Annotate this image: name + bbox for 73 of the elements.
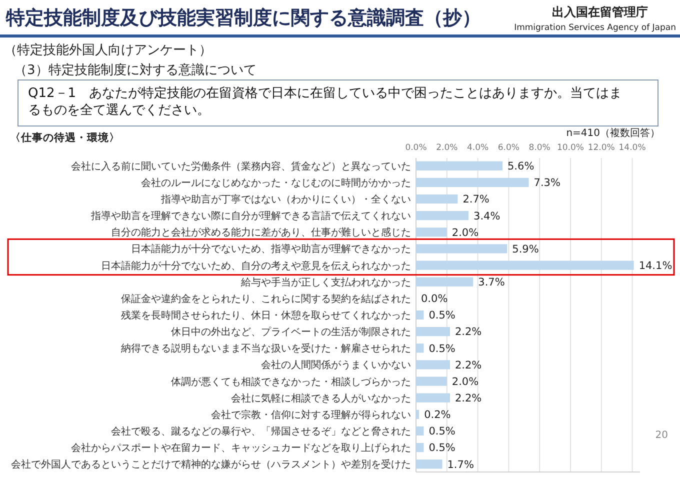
- bar: [416, 260, 634, 270]
- text: （3）特定技能制度に対する意識について: [14, 62, 256, 78]
- y-tick-label: 納得できる説明もないまま不当な扱いを受けた・解雇させられた: [121, 342, 411, 355]
- text: 出入国在留管理庁: [552, 5, 648, 19]
- y-tick-label: 指導や助言を理解できない際に自分が理解できる言語で伝えてくれない: [90, 210, 411, 222]
- text: Q12－1 あなたが特定技能の在留資格で日本に在留している中で困ったことはありますか。当てはまるものを全て選んでください。: [28, 86, 622, 118]
- data-label: 2.2%: [454, 359, 482, 372]
- text: 特定技能制度及び技能実習制度に関する意識調査（抄）: [5, 7, 481, 29]
- x-tick-label: 4.0%: [466, 143, 489, 153]
- text: n=410（複数回答）: [566, 127, 660, 139]
- x-tick-label: 0.0%: [405, 143, 427, 153]
- data-label: 2.2%: [454, 326, 482, 338]
- x-tick-label: 14.0%: [618, 143, 646, 153]
- x-tick-label: 2.0%: [436, 143, 458, 153]
- bar: [416, 443, 424, 452]
- bar: [416, 161, 503, 170]
- y-tick-label: 会社に気軽に相談できる人がいなかった: [231, 392, 411, 404]
- text: （特定技能外国人向けアンケート）: [4, 43, 212, 58]
- y-tick-label: 保証金や違約金をとられたり、これらに関する契約を結ばされた: [121, 292, 411, 305]
- data-label: 3.7%: [478, 276, 505, 289]
- data-label: 3.4%: [474, 210, 500, 222]
- data-label: 1.7%: [447, 458, 474, 471]
- bar: [416, 376, 447, 386]
- text: 〈仕事の待遇・環境〉: [10, 131, 120, 144]
- y-tick-label: 会社で殴る、蹴るなどの暴行や、「帰国させるぞ」などと脅された: [111, 425, 411, 438]
- bar: [416, 344, 424, 353]
- data-label: 2.2%: [454, 392, 482, 405]
- x-tick-label: 12.0%: [588, 143, 615, 153]
- y-tick-label: 会社からパスポートや在留カード、キャッシュカードなどを取り上げられた: [71, 442, 411, 454]
- y-tick-label: 日本語能力が十分でないため、指導や助言が理解できなかった: [131, 243, 411, 256]
- bar: [416, 194, 458, 204]
- x-tick-label: 10.0%: [556, 143, 584, 153]
- bar: [416, 393, 450, 402]
- data-label: 2.0%: [452, 226, 479, 239]
- data-label: 5.6%: [508, 160, 534, 173]
- bar: [416, 426, 424, 436]
- y-tick-label: 体調が悪くても相談できなかった・相談しづらかった: [171, 376, 411, 388]
- text: Immigration Services Agency of Japan: [514, 23, 676, 33]
- bar: [416, 360, 450, 370]
- data-label: 0.2%: [424, 409, 451, 422]
- bar: [416, 410, 420, 419]
- bar: [416, 310, 424, 320]
- bar: [416, 228, 447, 237]
- data-label: 0.5%: [428, 442, 456, 454]
- bar: [416, 211, 469, 220]
- x-tick-label: 6.0%: [498, 143, 520, 153]
- y-tick-label: 日本語能力が十分でないため、自分の考えや意見を伝えられなかった: [101, 260, 411, 272]
- data-label: 2.0%: [452, 376, 479, 388]
- bar: [416, 277, 474, 286]
- y-tick-label: 会社のルールになじめなかった・なじむのに時間がかかった: [141, 176, 411, 189]
- y-tick-label: 給与や手当が正しく支払われなかった: [240, 276, 411, 288]
- data-label: 7.3%: [534, 177, 560, 190]
- bar: [416, 244, 508, 254]
- y-tick-label: 会社で宗教・信仰に対する理解が得られない: [211, 408, 411, 421]
- y-tick-label: 残業を長時間させられたり、休日・休憩を取らせてくれなかった: [121, 310, 411, 322]
- data-label: 14.1%: [638, 260, 672, 272]
- data-label: 5.9%: [512, 243, 539, 256]
- bar: [416, 460, 442, 469]
- x-tick-label: 8.0%: [528, 143, 550, 153]
- y-tick-label: 休日中の外出など、プライベートの生活が制限された: [171, 326, 411, 338]
- y-tick-label: 自分の能力と会社が求める能力に差があり、仕事が難しいと感じた: [111, 226, 411, 239]
- y-tick-label: 会社に入る前に聞いていた労働条件（業務内容、賃金など）と異なっていた: [71, 160, 411, 172]
- data-label: 0.5%: [428, 342, 456, 355]
- bar: [416, 327, 450, 336]
- data-label: 0.5%: [428, 310, 456, 322]
- data-label: 0.0%: [421, 293, 448, 306]
- data-label: 0.5%: [428, 426, 456, 438]
- y-tick-label: 指導や助言が丁寧ではない（わかりにくい）・全くない: [160, 194, 411, 206]
- text: 20: [655, 430, 668, 441]
- y-tick-label: 会社の人間関係がうまくいかない: [261, 359, 411, 372]
- bar: [416, 178, 529, 187]
- data-label: 2.7%: [462, 194, 490, 206]
- y-tick-label: 会社で外国人であるということだけで精神的な嫌がらせ（ハラスメント）や差別を受けた: [11, 458, 411, 471]
